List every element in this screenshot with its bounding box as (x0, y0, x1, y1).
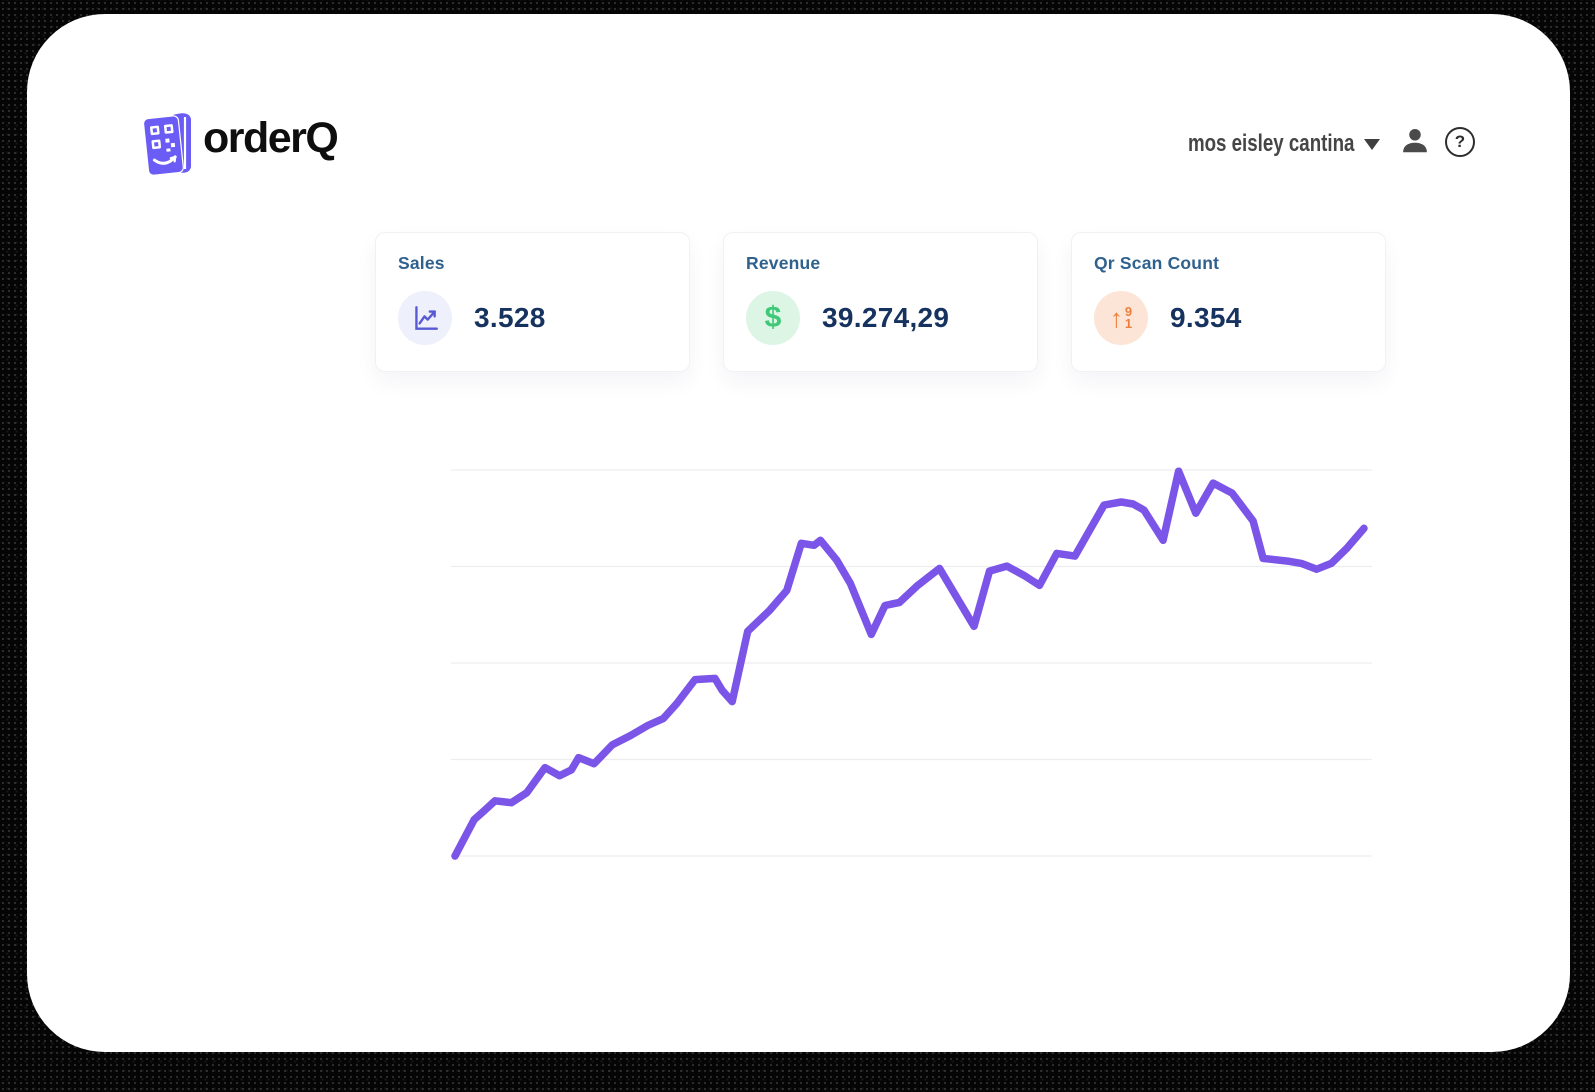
orderq-logo-icon (142, 108, 201, 178)
user-icon (1403, 129, 1427, 153)
trend-line-icon (415, 306, 438, 330)
restaurant-name: mos eisley cantina (1187, 130, 1354, 157)
brand-title: orderQ (203, 114, 339, 162)
qr-scan-icon-circle: ↑ 9 1 (1094, 291, 1148, 345)
user-button[interactable] (1400, 126, 1430, 158)
trend-chart-canvas (451, 467, 1372, 860)
question-mark-icon: ? (1454, 132, 1466, 151)
revenue-value: 39.274,29 (822, 302, 950, 333)
sales-label: Sales (398, 253, 445, 273)
qr-scan-count-value: 9.354 (1170, 302, 1242, 333)
dollar-icon: $ (764, 301, 782, 334)
help-button[interactable]: ? (1445, 127, 1475, 157)
sales-value: 3.528 (474, 302, 546, 333)
restaurant-dropdown[interactable]: mos eisley cantina (1141, 126, 1380, 162)
arrow-up-icon: ↑ (1109, 303, 1123, 333)
trend-line-series (451, 467, 1368, 860)
sort-numeric-up-icon: ↑ 9 1 (1110, 305, 1132, 331)
sort-digit-bottom: 1 (1124, 316, 1133, 331)
revenue-icon-circle: $ (746, 291, 800, 345)
sales-trend-chart (447, 462, 1376, 862)
sales-icon-circle (398, 291, 452, 345)
revenue-card: Revenue $ 39.274,29 (723, 232, 1038, 372)
chevron-down-icon (1364, 138, 1380, 150)
qr-scan-count-card: Qr Scan Count ↑ 9 1 9.354 (1071, 232, 1386, 372)
sort-digit-top: 9 (1124, 304, 1133, 319)
sales-card: Sales 3.528 (375, 232, 690, 372)
qr-scan-count-label: Qr Scan Count (1094, 253, 1220, 273)
app-window: orderQ mos eisley cantina ? Sales 3.528 (27, 14, 1570, 1052)
revenue-label: Revenue (746, 253, 821, 273)
qr-menu-book-icon (142, 113, 191, 176)
